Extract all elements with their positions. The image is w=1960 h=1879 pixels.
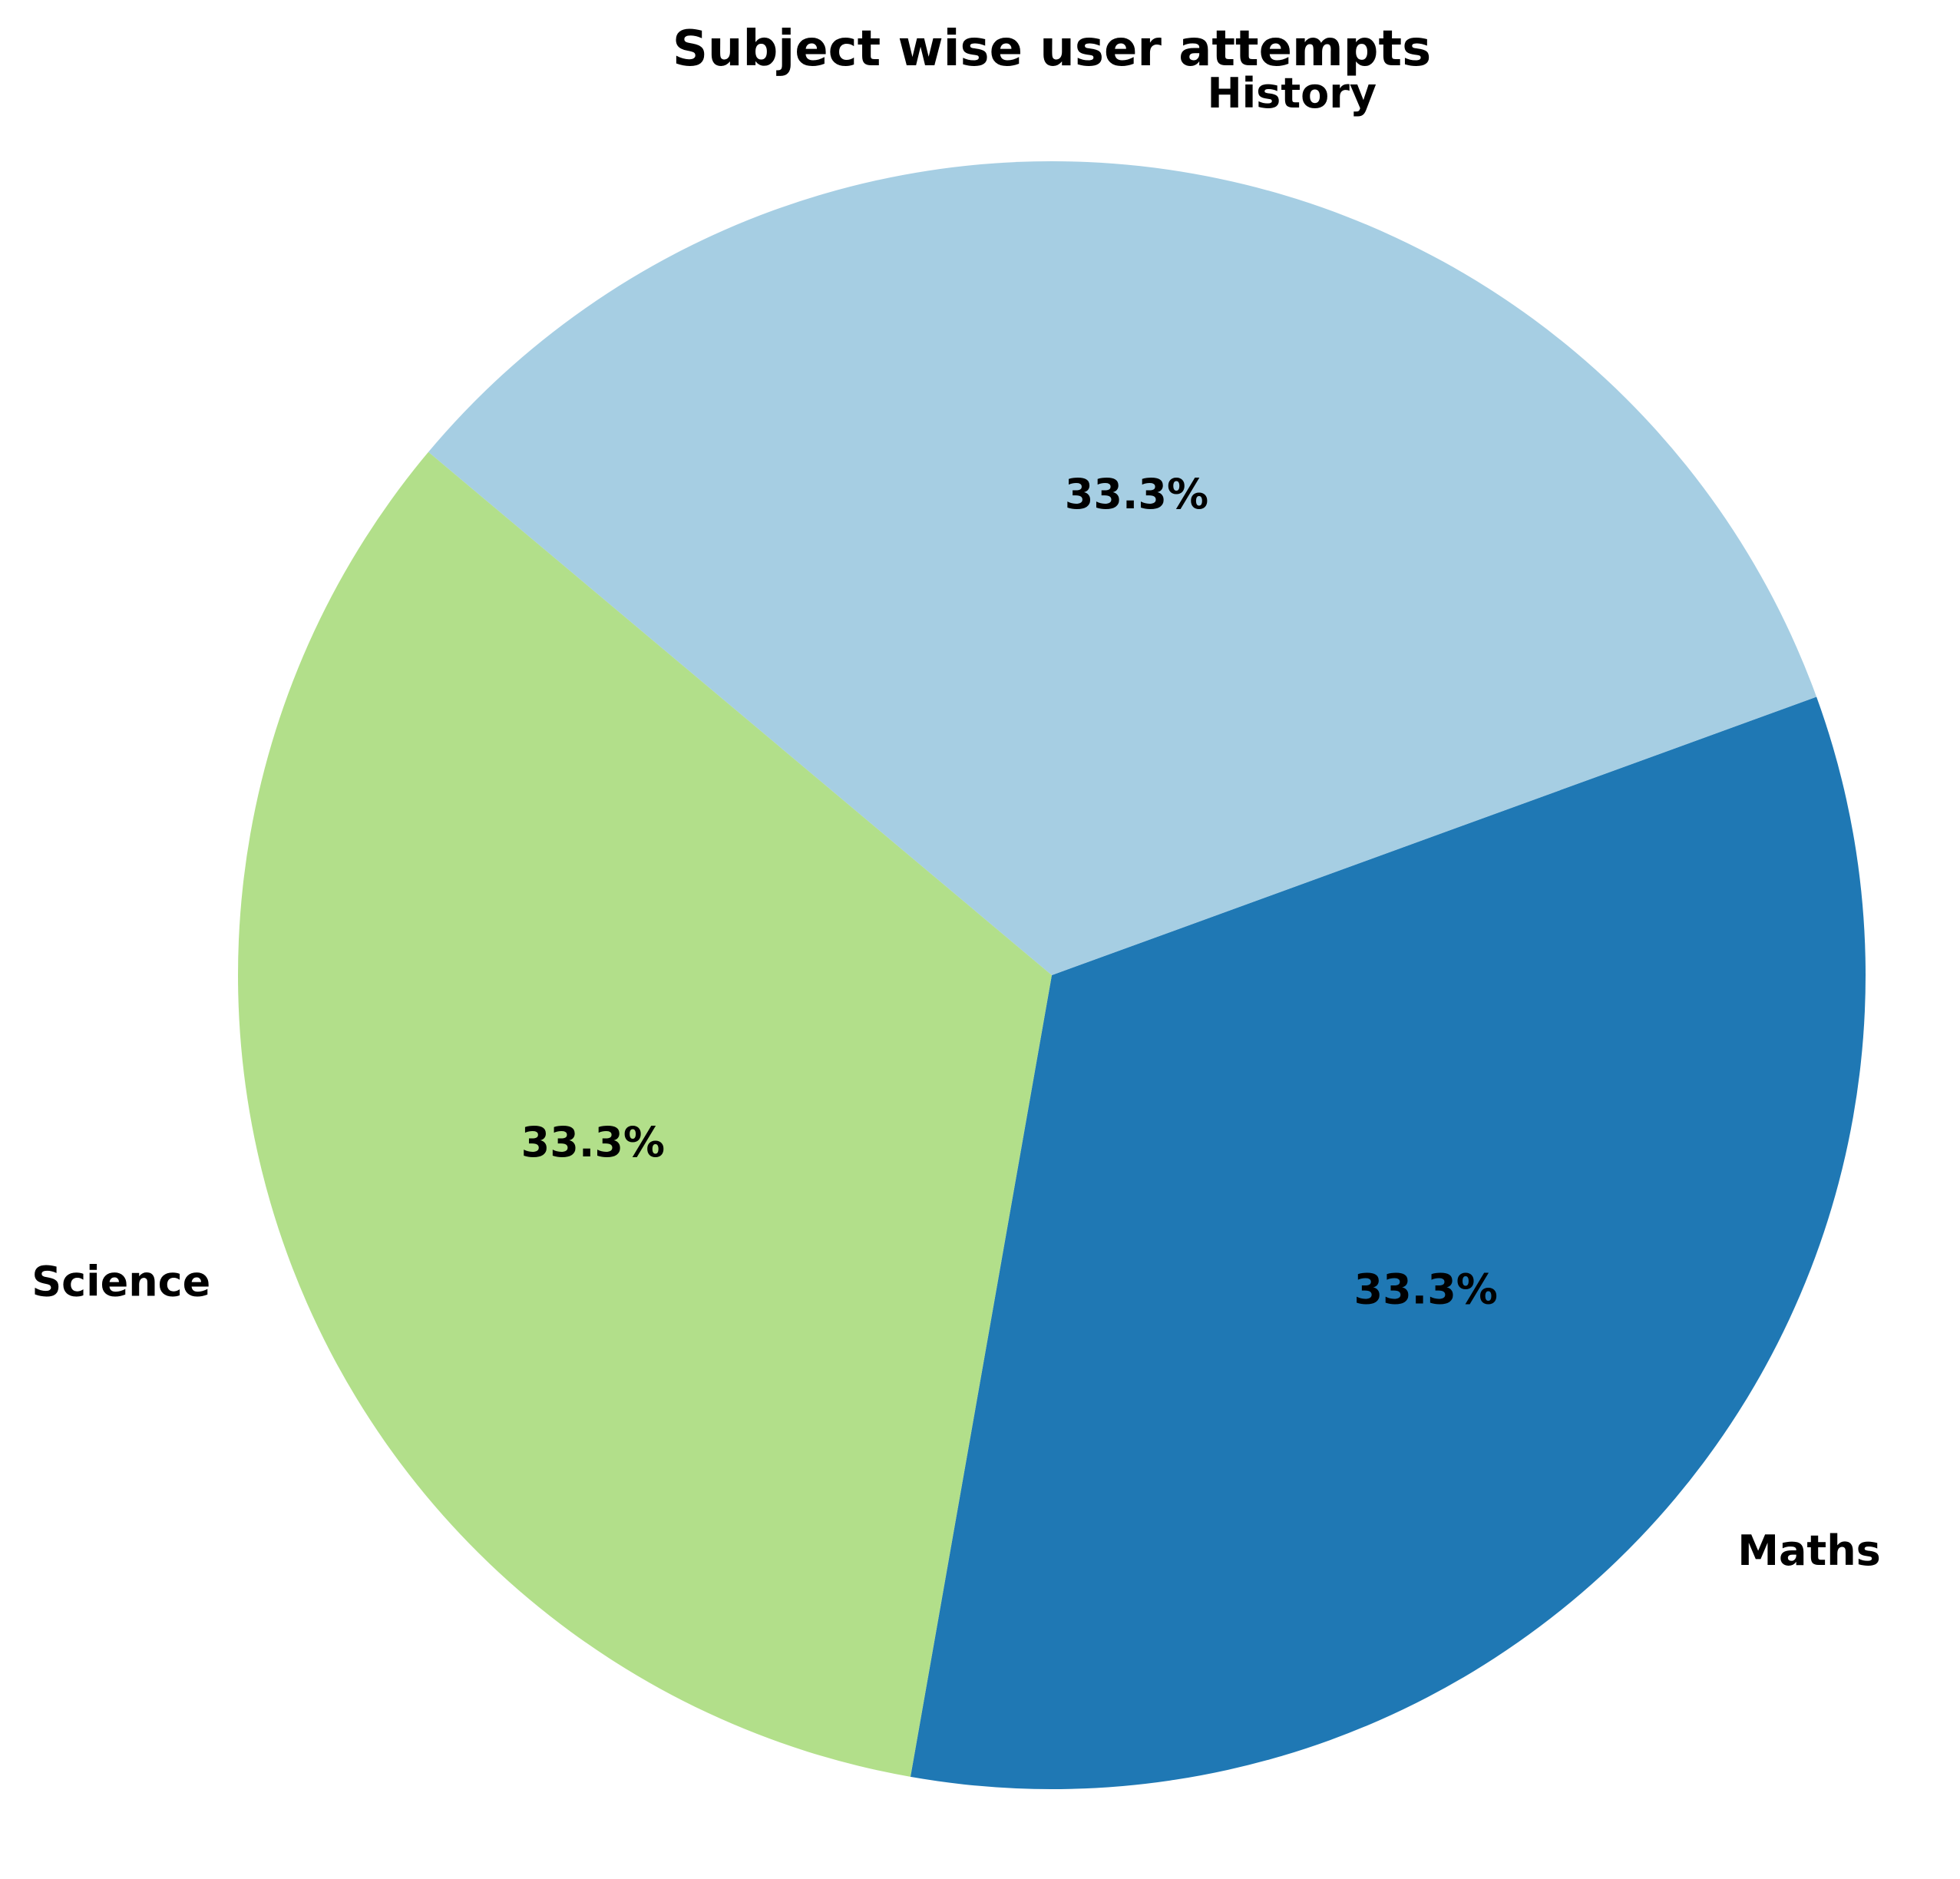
pie-slice-maths [910,696,1866,1789]
pie-slice-history [428,161,1817,976]
pie-slice-science [238,452,1053,1777]
pie-slices [238,161,1866,1789]
percent-label-science: 33.3% [521,1118,665,1166]
chart-title: Subject wise user attempts [673,21,1431,78]
percent-label-history: 33.3% [1065,470,1208,518]
slice-label-maths: Maths [1737,1527,1881,1575]
slice-label-history: History [1207,69,1377,117]
slice-label-science: Science [31,1257,210,1305]
slice-labels: Maths 33.3% History 33.3% Science 33.3% [31,69,1881,1575]
percent-label-maths: 33.3% [1354,1265,1498,1313]
